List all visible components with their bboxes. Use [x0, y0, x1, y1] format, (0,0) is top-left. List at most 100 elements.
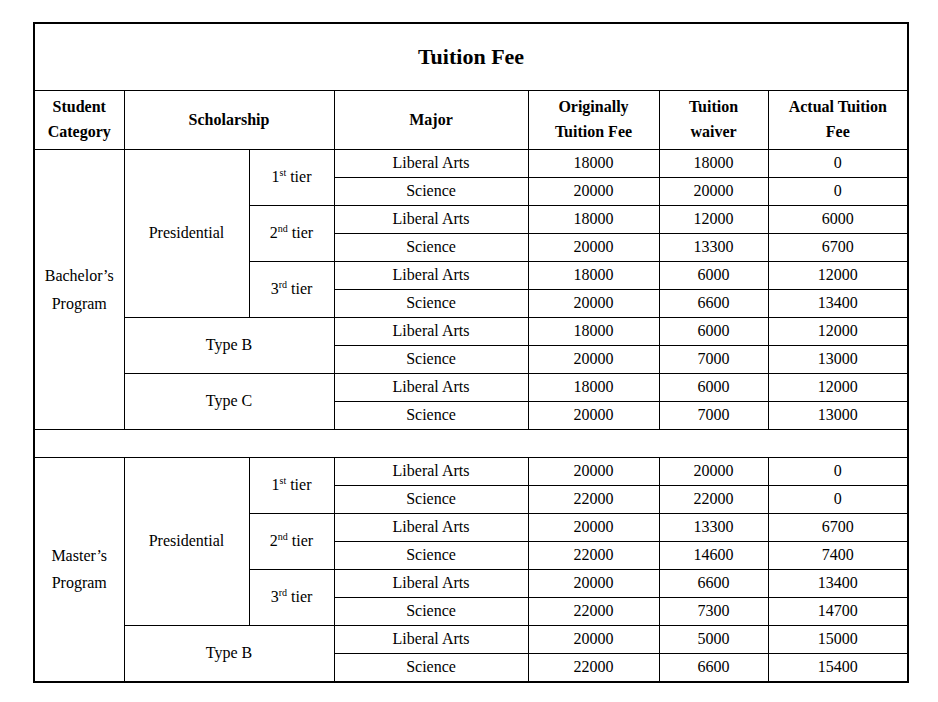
tier-number: 2 [270, 224, 278, 241]
bachelor-tier3-cell: 3rd tier [249, 262, 334, 318]
originally-fee-cell: 20000 [528, 234, 659, 262]
actual-fee-cell: 15000 [768, 626, 908, 654]
tuition-waiver-cell: 20000 [659, 458, 768, 486]
section-separator-row [34, 430, 908, 458]
tuition-waiver-cell: 6000 [659, 374, 768, 402]
tuition-waiver-cell: 22000 [659, 486, 768, 514]
major-cell: Science [334, 402, 528, 430]
originally-fee-cell: 22000 [528, 598, 659, 626]
major-cell: Science [334, 598, 528, 626]
major-cell: Science [334, 290, 528, 318]
tier-word: tier [288, 224, 313, 241]
actual-fee-cell: 13400 [768, 570, 908, 598]
originally-fee-cell: 18000 [528, 206, 659, 234]
tuition-waiver-cell: 6000 [659, 318, 768, 346]
master-tier2-cell: 2nd tier [249, 514, 334, 570]
major-cell: Science [334, 654, 528, 682]
actual-fee-cell: 7400 [768, 542, 908, 570]
originally-fee-cell: 20000 [528, 514, 659, 542]
table-row: Type C Liberal Arts 18000 6000 12000 [34, 374, 908, 402]
major-cell: Liberal Arts [334, 374, 528, 402]
tuition-fee-table-container: Tuition Fee Student Category Scholarship… [33, 22, 909, 683]
header-major: Major [334, 91, 528, 150]
table-row: Type B Liberal Arts 18000 6000 12000 [34, 318, 908, 346]
header-row: Student Category Scholarship Major Origi… [34, 91, 908, 150]
originally-fee-cell: 20000 [528, 570, 659, 598]
major-cell: Liberal Arts [334, 262, 528, 290]
tier-number: 1 [272, 168, 280, 185]
originally-fee-cell: 20000 [528, 458, 659, 486]
table-row: Master’s Program Presidential 1st tier L… [34, 458, 908, 486]
table-row: Bachelor’s Program Presidential 1st tier… [34, 150, 908, 178]
originally-fee-cell: 20000 [528, 178, 659, 206]
master-presidential-cell: Presidential [124, 458, 249, 626]
tier-ordinal-suffix: nd [278, 223, 288, 234]
originally-fee-cell: 18000 [528, 262, 659, 290]
tuition-waiver-cell: 14600 [659, 542, 768, 570]
tuition-waiver-cell: 6600 [659, 570, 768, 598]
originally-fee-cell: 22000 [528, 654, 659, 682]
actual-fee-cell: 13000 [768, 402, 908, 430]
actual-fee-cell: 14700 [768, 598, 908, 626]
bachelor-presidential-cell: Presidential [124, 150, 249, 318]
header-scholarship: Scholarship [124, 91, 334, 150]
tier-ordinal-suffix: rd [279, 279, 287, 290]
actual-fee-cell: 0 [768, 486, 908, 514]
tuition-waiver-cell: 18000 [659, 150, 768, 178]
tuition-waiver-cell: 20000 [659, 178, 768, 206]
table-row: Type B Liberal Arts 20000 5000 15000 [34, 626, 908, 654]
tier-word: tier [286, 168, 311, 185]
originally-fee-cell: 18000 [528, 374, 659, 402]
major-cell: Liberal Arts [334, 458, 528, 486]
originally-fee-cell: 20000 [528, 626, 659, 654]
actual-fee-cell: 6000 [768, 206, 908, 234]
tuition-waiver-cell: 6000 [659, 262, 768, 290]
originally-fee-cell: 20000 [528, 402, 659, 430]
tuition-waiver-cell: 12000 [659, 206, 768, 234]
originally-fee-cell: 18000 [528, 150, 659, 178]
major-cell: Science [334, 486, 528, 514]
tuition-waiver-cell: 7000 [659, 402, 768, 430]
tuition-waiver-cell: 13300 [659, 514, 768, 542]
tuition-waiver-cell: 13300 [659, 234, 768, 262]
actual-fee-cell: 0 [768, 150, 908, 178]
tier-word: tier [288, 532, 313, 549]
master-category-cell: Master’s Program [34, 458, 124, 682]
major-cell: Liberal Arts [334, 626, 528, 654]
tier-number: 3 [271, 588, 279, 605]
bachelor-tier1-cell: 1st tier [249, 150, 334, 206]
tier-ordinal-suffix: nd [278, 531, 288, 542]
header-student-category: Student Category [34, 91, 124, 150]
major-cell: Liberal Arts [334, 318, 528, 346]
table-title: Tuition Fee [34, 23, 908, 91]
actual-fee-cell: 6700 [768, 514, 908, 542]
bachelor-type-b-cell: Type B [124, 318, 334, 374]
originally-fee-cell: 20000 [528, 290, 659, 318]
major-cell: Liberal Arts [334, 514, 528, 542]
tuition-waiver-cell: 5000 [659, 626, 768, 654]
bachelor-category-cell: Bachelor’s Program [34, 150, 124, 430]
actual-fee-cell: 13400 [768, 290, 908, 318]
master-type-b-cell: Type B [124, 626, 334, 682]
originally-fee-cell: 20000 [528, 346, 659, 374]
tier-number: 3 [271, 280, 279, 297]
originally-fee-cell: 22000 [528, 542, 659, 570]
header-actual-tuition-fee: Actual Tuition Fee [768, 91, 908, 150]
major-cell: Science [334, 542, 528, 570]
originally-fee-cell: 18000 [528, 318, 659, 346]
tier-ordinal-suffix: rd [279, 587, 287, 598]
major-cell: Liberal Arts [334, 150, 528, 178]
tier-number: 2 [270, 532, 278, 549]
tuition-waiver-cell: 6600 [659, 290, 768, 318]
master-tier1-cell: 1st tier [249, 458, 334, 514]
bachelor-tier2-cell: 2nd tier [249, 206, 334, 262]
major-cell: Science [334, 346, 528, 374]
title-row: Tuition Fee [34, 23, 908, 91]
tuition-waiver-cell: 6600 [659, 654, 768, 682]
actual-fee-cell: 15400 [768, 654, 908, 682]
major-cell: Science [334, 178, 528, 206]
tier-word: tier [287, 280, 312, 297]
originally-fee-cell: 22000 [528, 486, 659, 514]
major-cell: Liberal Arts [334, 206, 528, 234]
major-cell: Liberal Arts [334, 570, 528, 598]
